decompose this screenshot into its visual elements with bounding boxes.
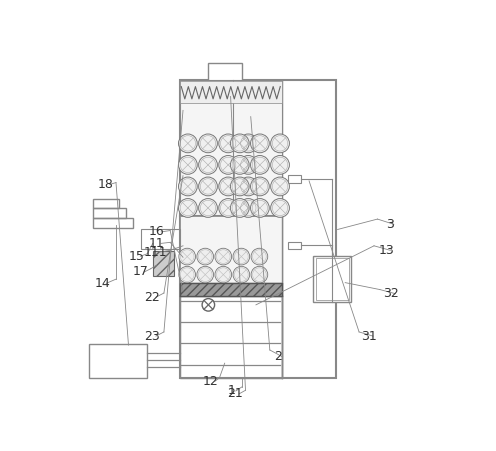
Bar [141,229,180,249]
Circle shape [202,299,215,311]
Circle shape [250,156,269,174]
Circle shape [250,134,269,153]
Circle shape [250,177,269,196]
Text: 3: 3 [386,218,393,231]
Bar [180,216,282,283]
Text: 1: 1 [228,384,236,397]
Text: 23: 23 [144,330,160,343]
Bar [93,198,119,208]
Text: 32: 32 [383,287,399,300]
Bar [313,256,352,303]
Bar [316,258,349,299]
Bar [93,218,132,228]
Circle shape [215,266,232,283]
Text: 15: 15 [128,250,144,263]
Circle shape [230,134,249,153]
Bar [153,251,174,276]
Circle shape [239,156,258,174]
Circle shape [230,177,249,196]
Bar [180,80,336,378]
Circle shape [198,198,217,217]
Bar [208,63,243,97]
Circle shape [198,156,217,174]
Circle shape [198,134,217,153]
Circle shape [239,134,258,153]
Circle shape [219,134,238,153]
Text: 17: 17 [132,265,148,278]
Bar [288,175,302,183]
Text: 111: 111 [143,245,167,258]
Circle shape [219,156,238,174]
Circle shape [251,248,268,265]
Circle shape [179,266,195,283]
Circle shape [233,248,249,265]
Circle shape [179,156,197,174]
Text: 31: 31 [361,330,376,343]
Circle shape [179,248,195,265]
Text: 21: 21 [227,387,243,400]
Circle shape [233,266,249,283]
Circle shape [179,134,197,153]
Circle shape [219,177,238,196]
Circle shape [197,266,214,283]
Text: 14: 14 [94,277,110,290]
Bar [93,208,125,218]
Circle shape [251,266,268,283]
Circle shape [271,177,289,196]
Text: 12: 12 [203,375,219,388]
Circle shape [230,156,249,174]
Text: 2: 2 [275,350,282,364]
Circle shape [179,198,197,217]
Circle shape [271,134,289,153]
Circle shape [197,248,214,265]
Text: 18: 18 [98,178,114,191]
Circle shape [215,248,232,265]
Bar [288,242,302,249]
Text: 13: 13 [378,244,394,257]
Bar [89,344,146,378]
Circle shape [239,198,258,217]
Text: 16: 16 [149,226,165,239]
Bar [180,80,282,216]
Text: 11: 11 [149,237,165,250]
Circle shape [271,156,289,174]
Circle shape [271,198,289,217]
Circle shape [179,177,197,196]
Bar [180,81,282,103]
Circle shape [219,198,238,217]
Circle shape [198,177,217,196]
Text: 22: 22 [144,291,160,304]
Bar [180,80,282,378]
Bar [180,283,282,296]
Circle shape [239,177,258,196]
Circle shape [250,198,269,217]
Circle shape [230,198,249,217]
